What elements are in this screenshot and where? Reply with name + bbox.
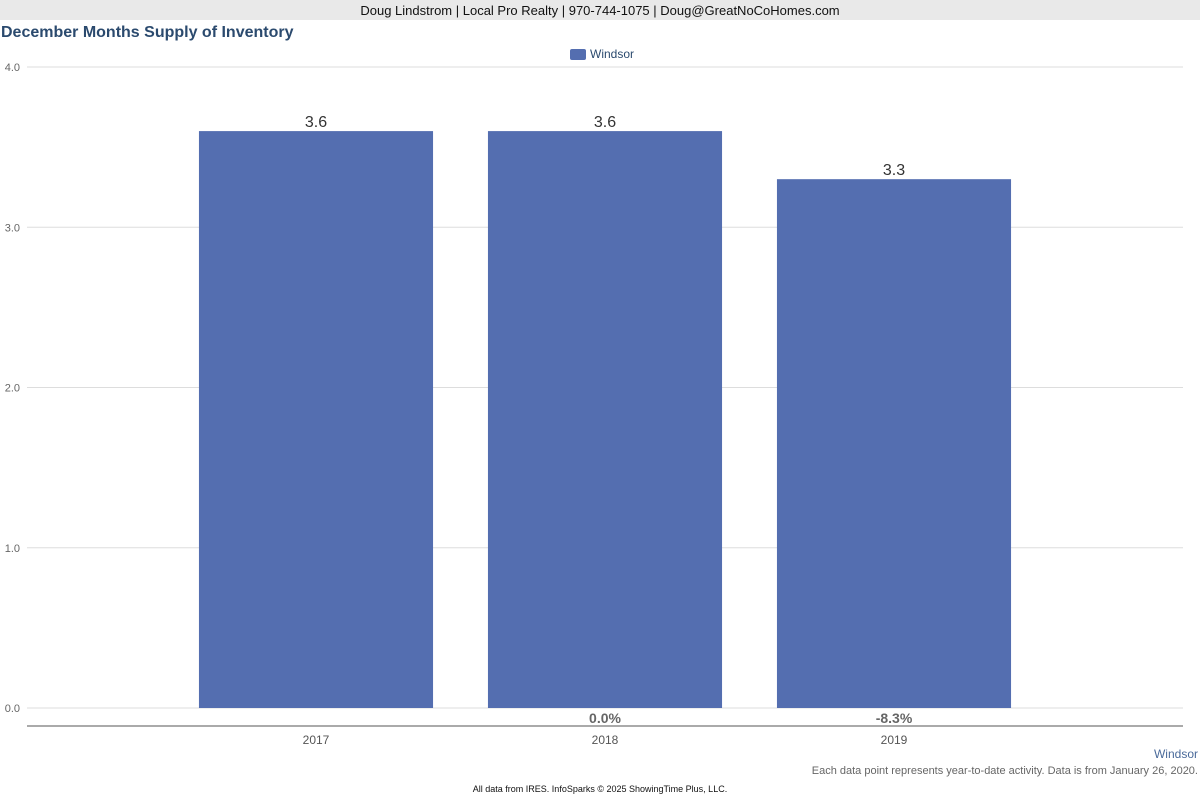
bar-2017[interactable] <box>198 131 434 709</box>
bar-2019[interactable] <box>776 179 1012 709</box>
change-label: -8.3% <box>876 710 913 726</box>
legend-label-windsor: Windsor <box>590 47 635 61</box>
y-tick-label: 4.0 <box>5 62 20 74</box>
y-tick-label: 2.0 <box>5 383 20 395</box>
value-label: 3.3 <box>883 162 905 179</box>
y-tick-label: 3.0 <box>5 222 20 234</box>
x-tick-label: 2017 <box>303 733 330 747</box>
value-label: 3.6 <box>305 114 327 131</box>
data-labels: 3.6 3.6 0.0% 3.3 -8.3% <box>305 114 913 726</box>
footer-credit: All data from IRES. InfoSparks © 2025 Sh… <box>472 784 728 794</box>
agent-contact-bar: Doug Lindstrom | Local Pro Realty | 970-… <box>0 0 1200 20</box>
y-tick-label: 1.0 <box>5 543 20 555</box>
axis: 0.0 1.0 2.0 3.0 4.0 2017 2018 2019 <box>5 62 1183 747</box>
value-label: 3.6 <box>594 114 616 131</box>
data-note: Each data point represents year-to-date … <box>811 765 1198 777</box>
bar-2018[interactable] <box>487 131 723 709</box>
bar-series-windsor[interactable] <box>198 131 1012 709</box>
y-tick-label: 0.0 <box>5 703 20 715</box>
x-tick-label: 2019 <box>881 733 908 747</box>
series-footer-label: Windsor <box>1153 747 1198 761</box>
chart-legend[interactable]: Windsor <box>570 46 634 62</box>
chart-title: December Months Supply of Inventory <box>1 24 294 41</box>
change-label: 0.0% <box>589 710 621 726</box>
legend-swatch-windsor <box>570 48 586 60</box>
x-tick-label: 2018 <box>592 733 619 747</box>
